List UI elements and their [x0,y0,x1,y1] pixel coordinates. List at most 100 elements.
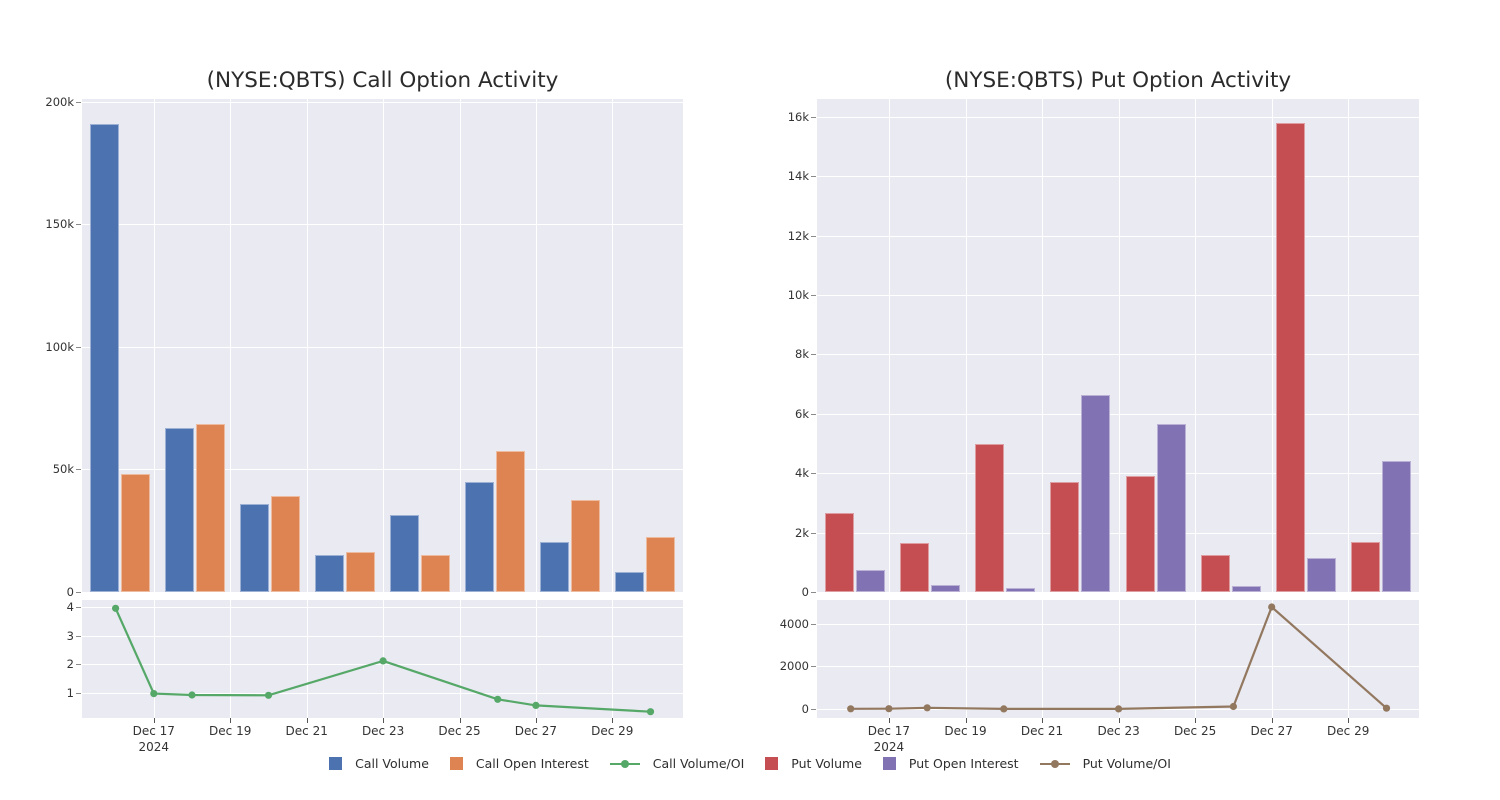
legend-label: Put Volume/OI [1082,756,1171,771]
bar-put-open-interest [1231,585,1261,592]
bar-call-open-interest [646,536,676,592]
bar-put-open-interest [1156,424,1186,592]
bar-call-volume [164,427,194,592]
x-tick-label: Dec 23 [1097,724,1140,738]
value-gridline [817,413,1419,415]
date-gridline [153,600,155,718]
legend-item-call-volume-oi[interactable]: Call Volume/OI [609,756,745,771]
data-point [1000,705,1008,713]
date-gridline [1348,600,1350,718]
y-tick-mark [811,666,816,668]
bar-put-open-interest [855,569,885,592]
y-tick-mark [811,532,816,534]
x-tick-mark [535,718,537,723]
data-point [150,690,158,698]
date-gridline [306,600,308,718]
date-gridline [612,600,614,718]
y-tick-mark [811,116,816,118]
y-tick-label: 12k [787,228,809,243]
legend-line-marker-icon [1039,757,1070,770]
x-tick-label: Dec 21 [1020,724,1064,738]
legend-item-put-volume-oi[interactable]: Put Volume/OI [1039,756,1171,771]
call-volume-oi-line [112,604,655,716]
value-gridline [82,635,683,637]
legend-item-call-volume[interactable]: Call Volume [329,756,429,771]
bar-put-volume [1351,541,1381,592]
x-tick-mark [1118,718,1120,723]
data-point [646,708,655,716]
legend-item-call-open-interest[interactable]: Call Open Interest [449,756,589,771]
bar-put-volume [899,543,929,592]
legend-swatch-icon [449,757,463,770]
value-gridline [82,224,683,226]
date-gridline [965,600,967,718]
y-tick-label: 4000 [779,617,809,631]
x-tick-label: Dec 29 [591,724,634,738]
y-tick-label: 4k [795,466,809,481]
legend-dot [620,759,629,768]
x-axis-year-label: 2024 [873,740,905,754]
y-tick-label: 150k [45,217,74,232]
legend-label: Call Volume/OI [652,756,745,771]
x-tick-label: Dec 27 [1250,724,1293,738]
data-point [532,701,540,709]
y-tick-mark [76,346,81,348]
y-tick-mark [76,693,81,694]
ratio-line-path [114,607,651,713]
data-point [847,705,855,713]
x-tick-mark [230,718,232,723]
legend: Call Volume Call Open Interest Call Volume… [0,756,1500,771]
x-tick-label: Dec 17 [132,724,175,738]
legend-item-put-open-interest[interactable]: Put Open Interest [882,756,1019,771]
put-chart-title: (NYSE:QBTS) Put Option Activity [944,68,1292,93]
y-tick-label: 3 [66,628,74,643]
x-tick-label: Dec 25 [438,724,481,738]
y-tick-label: 50k [52,462,74,477]
data-point [885,705,893,713]
y-tick-label: 1 [66,686,74,700]
x-tick-mark [1195,718,1197,723]
y-tick-mark [811,708,816,710]
y-tick-mark [811,473,816,475]
value-gridline [82,606,683,608]
date-gridline [1042,99,1043,592]
x-tick-label: Dec 19 [944,724,987,738]
date-gridline [1195,600,1197,718]
bar-put-volume [824,513,854,592]
ratio-line-path [850,605,1388,711]
bar-call-volume [390,514,420,592]
x-tick-mark [1348,718,1350,723]
date-gridline [1271,600,1273,718]
y-tick-label: 0 [66,585,74,599]
x-tick-label: Dec 27 [514,724,558,738]
bar-put-volume [1200,554,1230,592]
date-gridline [1348,99,1350,592]
legend-dot [1050,759,1059,768]
date-gridline [459,99,461,592]
date-gridline [230,600,232,718]
data-point [1268,603,1276,611]
bar-call-open-interest [270,496,300,592]
data-point [188,691,196,699]
bar-call-volume [465,481,495,592]
date-gridline [888,600,890,718]
date-gridline [1271,99,1273,592]
y-tick-mark [76,635,81,637]
y-tick-label: 100k [45,339,74,354]
x-tick-mark [1271,718,1273,723]
legend-item-put-volume[interactable]: Put Volume [765,756,862,771]
bar-put-open-interest [930,584,960,592]
y-tick-label: 2k [795,525,809,540]
data-point [1229,702,1237,711]
bar-put-volume [1125,476,1155,592]
bar-call-open-interest [571,500,601,592]
put-volume-oi-line [847,603,1391,713]
bar-call-volume [615,572,645,592]
data-point [494,695,502,703]
y-tick-label: 14k [787,169,809,184]
bar-call-open-interest [120,474,150,592]
legend-swatch-icon [329,757,343,770]
legend-label: Call Volume [355,756,429,771]
